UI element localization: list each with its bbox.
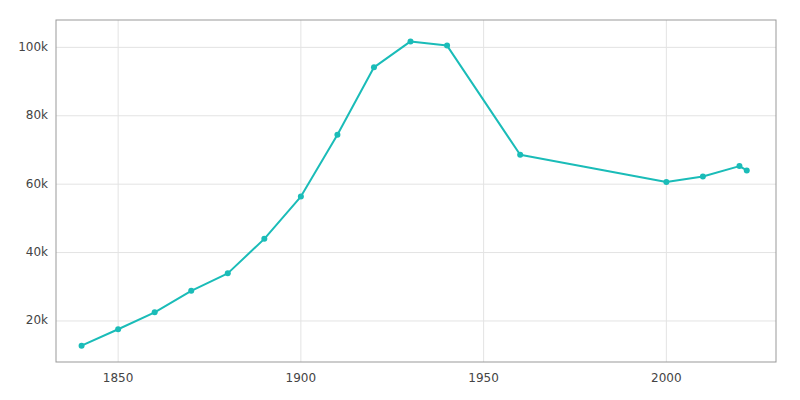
grid-line-x — [118, 20, 119, 362]
chart-container: 20k 40k 60k 80k 100k 1850 1900 1950 2000 — [0, 0, 800, 400]
point — [408, 38, 414, 44]
x-tick-label: 2000 — [651, 371, 682, 385]
line — [82, 41, 747, 345]
point — [334, 132, 340, 138]
x-tick-label: 1900 — [286, 371, 317, 385]
y-tick-label: 20k — [26, 313, 48, 327]
point — [225, 270, 231, 276]
point — [444, 43, 450, 49]
grid-line-y — [56, 47, 776, 48]
plot-frame — [56, 20, 776, 362]
page: {"chart_data": {"type": "line", "x": [18… — [0, 0, 800, 400]
grid-line-y — [56, 252, 776, 253]
point — [115, 326, 121, 332]
point — [736, 163, 742, 169]
point — [371, 64, 377, 70]
grid-line-x — [666, 20, 667, 362]
y-tick-label: 100k — [18, 40, 48, 54]
x-tick-label: 1850 — [103, 371, 134, 385]
y-tick-label: 80k — [26, 108, 48, 122]
point — [700, 174, 706, 180]
grid — [56, 20, 776, 362]
point — [188, 288, 194, 294]
chart: 20k 40k 60k 80k 100k 1850 1900 1950 2000 — [0, 0, 800, 400]
point — [298, 194, 304, 200]
point — [79, 343, 85, 349]
series — [79, 38, 750, 348]
grid-line-y — [56, 115, 776, 116]
grid-line-y — [56, 320, 776, 321]
x-tick-label: 1950 — [468, 371, 499, 385]
point — [152, 309, 158, 315]
point — [517, 152, 523, 158]
grid-line-x — [483, 20, 484, 362]
point — [663, 179, 669, 185]
point — [261, 236, 267, 242]
y-tick-label: 60k — [26, 177, 48, 191]
grid-line-x — [300, 20, 301, 362]
y-tick-label: 40k — [26, 245, 48, 259]
point — [744, 167, 750, 173]
